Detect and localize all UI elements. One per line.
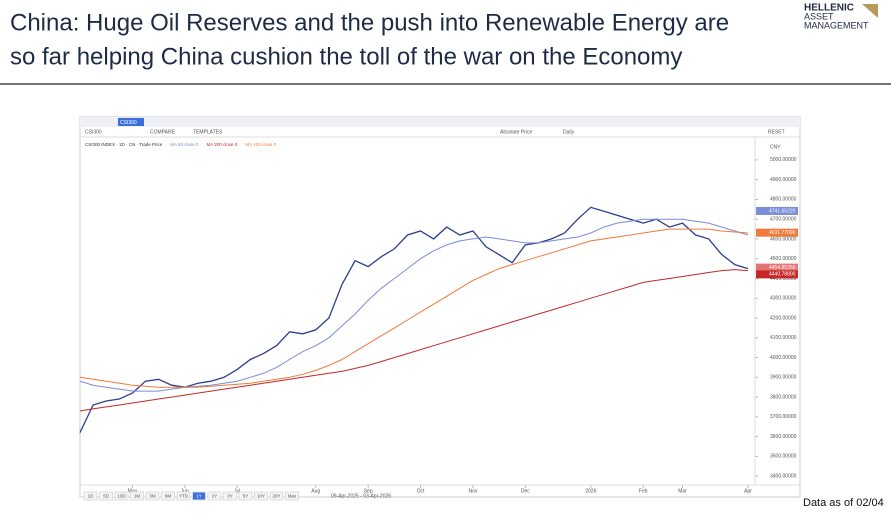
range-label[interactable]: Max <box>288 494 297 499</box>
x-tick-label: Aug <box>311 488 320 494</box>
legend-entry: MA 100 close 0 <box>245 142 276 147</box>
range-button[interactable] <box>223 491 237 501</box>
toolbar-item: TEMPLATES <box>193 129 223 135</box>
range-button[interactable] <box>192 491 206 501</box>
series-line <box>79 228 749 388</box>
range-button[interactable] <box>238 491 253 501</box>
y-tick-label: 4900.00000 <box>770 177 797 183</box>
y-tick-label: 4000.00000 <box>770 355 797 361</box>
y-tick-label: 3700.00000 <box>770 414 797 420</box>
range-label[interactable]: 10D <box>117 494 126 499</box>
range-button[interactable] <box>254 491 268 501</box>
x-tick-label: Nov <box>468 488 477 494</box>
y-tick-label: 4700.00000 <box>770 217 797 223</box>
series-line <box>79 269 749 412</box>
legend-entry: CSI300 INDEX · 1D · CN · Trade Price <box>85 142 163 147</box>
toolbar-item: Daily <box>563 129 575 135</box>
axis-unit: CNY <box>770 144 781 150</box>
range-label[interactable]: 5Y <box>243 494 249 499</box>
range-button[interactable] <box>269 491 284 501</box>
price-tag <box>756 206 798 215</box>
toolbar-item: CSI300 <box>85 129 102 135</box>
price-tag-label: 4741.55220 <box>769 208 796 214</box>
y-tick-label: 3500.00000 <box>770 454 797 460</box>
series-line <box>79 206 749 433</box>
logo-mark <box>862 4 878 18</box>
range-label[interactable]: 1M <box>134 494 141 499</box>
range-label[interactable]: 6M <box>165 494 172 499</box>
legend-entry: MA 200 close 0 <box>207 142 238 147</box>
logo-text: HELLENIC <box>804 3 854 14</box>
legend-entry: MA 50 close 0 <box>170 142 199 147</box>
y-tick-label: 3400.00000 <box>770 473 797 479</box>
title-line: so far helping China cushion the toll of… <box>10 43 682 70</box>
chart-frame <box>79 116 801 498</box>
price-tag <box>756 270 798 279</box>
y-tick-label: 4800.00000 <box>770 197 797 203</box>
range-label[interactable]: 2Y <box>212 494 218 499</box>
x-tick-label: Oct <box>417 488 425 494</box>
range-button[interactable] <box>285 491 299 501</box>
range-button[interactable] <box>145 491 160 501</box>
range-label[interactable]: 1D <box>88 494 95 499</box>
range-label[interactable]: 3M <box>149 494 156 499</box>
y-tick-label: 4300.00000 <box>770 296 797 302</box>
range-label[interactable]: 5D <box>103 494 110 499</box>
x-tick-label: Sep <box>364 488 373 494</box>
x-tick-label: Feb <box>639 488 648 494</box>
range-button[interactable] <box>83 491 98 501</box>
range-button[interactable] <box>130 491 144 501</box>
y-tick-label: 3600.00000 <box>770 434 797 440</box>
price-tag <box>756 263 798 272</box>
x-tick-label: Dec <box>521 488 530 494</box>
x-tick-label: Mar <box>678 488 687 494</box>
logo-text: ASSET <box>804 11 834 21</box>
range-button[interactable] <box>99 491 113 501</box>
price-tag-label: 4440.78800 <box>769 272 796 278</box>
toolbar-item: COMPARE <box>150 129 176 135</box>
date-range: 09-Apr-2025 - 03-Apr-2026 <box>331 493 391 499</box>
y-tick-label: 4500.00000 <box>770 256 797 262</box>
tab-label: CSI300 <box>120 120 137 126</box>
y-tick-label: 4400.00000 <box>770 276 797 282</box>
range-label[interactable]: 3Y <box>227 494 233 499</box>
logo-text: MANAGEMENT <box>804 20 869 30</box>
toolbar-item[interactable]: RESET <box>768 129 785 135</box>
range-button[interactable] <box>207 491 222 501</box>
x-tick-label: Apr <box>744 488 752 494</box>
range-button[interactable] <box>176 491 191 501</box>
tab-bar <box>80 117 800 127</box>
y-tick-label: 4200.00000 <box>770 315 797 321</box>
range-label[interactable]: 10Y <box>257 494 265 499</box>
y-tick-label: 3900.00000 <box>770 375 797 381</box>
x-tick-label: Jun <box>181 488 189 494</box>
x-tick-label: May <box>128 488 138 494</box>
price-tag-label: 4631.77090 <box>769 230 796 236</box>
price-tag <box>756 228 798 237</box>
y-tick-label: 4100.00000 <box>770 335 797 341</box>
tab <box>118 118 144 126</box>
x-tick-label: 2026 <box>585 488 596 494</box>
y-tick-label: 3800.00000 <box>770 394 797 400</box>
footer-note: Data as of 02/04 <box>803 497 884 509</box>
y-tick-label: 5000.00000 <box>770 157 797 163</box>
title-line: China: Huge Oil Reserves and the push in… <box>10 9 729 36</box>
range-label[interactable]: 1Y <box>196 494 202 499</box>
y-tick-label: 4600.00000 <box>770 236 797 242</box>
toolbar-item: Absolute Price <box>500 129 532 135</box>
range-button[interactable] <box>114 491 129 501</box>
price-tag-label: 4454.85350 <box>769 265 796 271</box>
range-label[interactable]: YTD <box>179 494 189 499</box>
x-tick-label: Jul <box>234 488 240 494</box>
range-label[interactable]: 20Y <box>272 494 280 499</box>
range-button[interactable] <box>161 491 175 501</box>
